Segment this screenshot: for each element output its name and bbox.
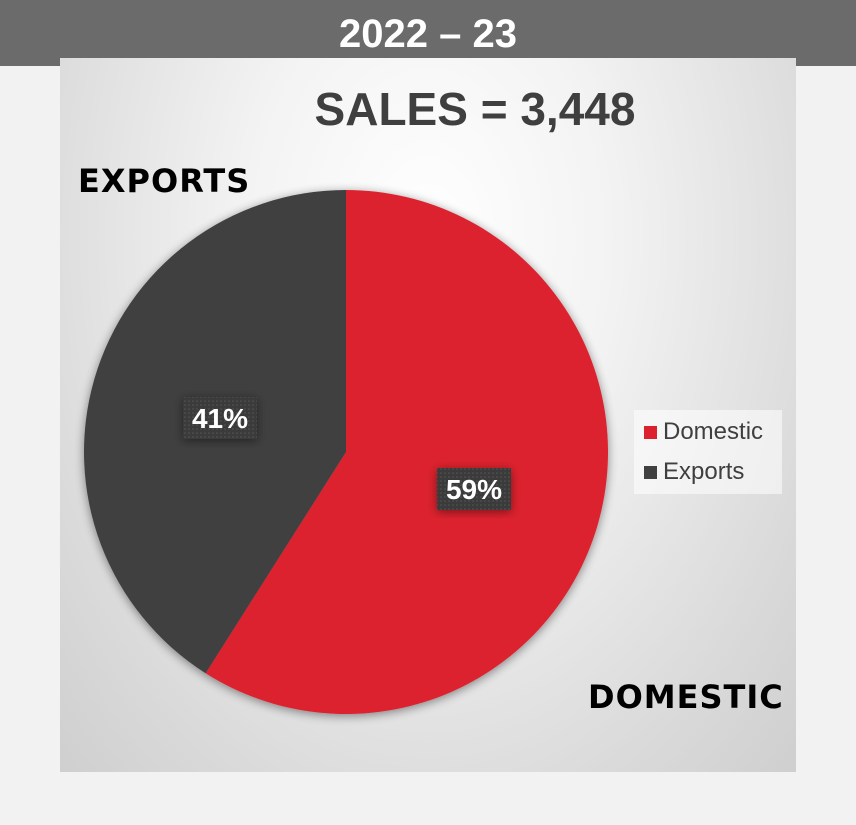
chart-title: SALES = 3,448: [314, 83, 636, 135]
legend-label-exports: Exports: [663, 458, 745, 485]
pie-slice-domestic: [205, 190, 608, 715]
data-label-text: 59%: [446, 474, 502, 505]
legend-item-domestic: Domestic: [644, 418, 763, 446]
domestic-callout: DOMESTIC: [588, 678, 784, 716]
year-title: 2022 – 23: [339, 12, 517, 56]
data-label-domestic: 59%: [437, 468, 511, 510]
chart-legend: Domestic Exports: [634, 410, 782, 494]
legend-swatch-domestic: [644, 425, 657, 439]
legend-label-domestic: Domestic: [663, 418, 764, 445]
legend-item-exports: Exports: [644, 458, 744, 486]
data-label-exports: 41%: [183, 397, 257, 439]
data-label-text: 41%: [192, 403, 248, 434]
header-bar: 2022 – 23: [0, 0, 856, 66]
exports-callout: EXPORTS: [78, 162, 251, 200]
legend-swatch-exports: [644, 465, 657, 479]
